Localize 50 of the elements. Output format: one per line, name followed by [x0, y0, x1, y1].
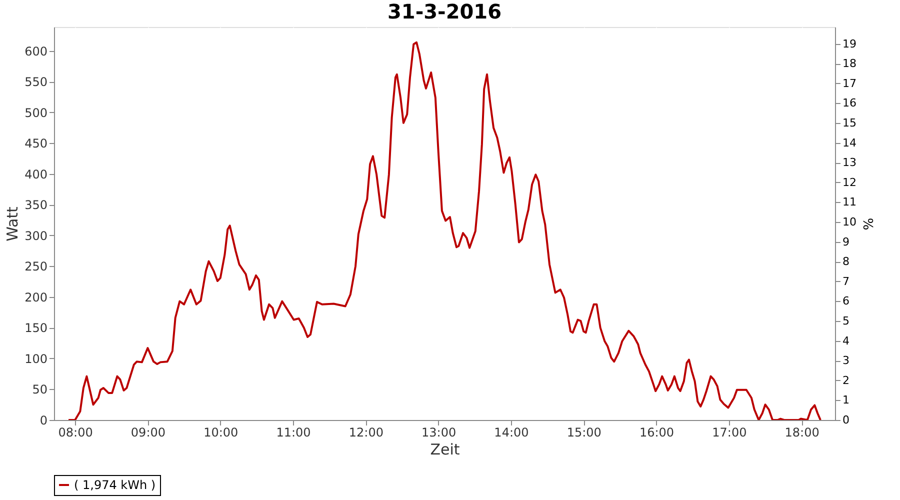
y-tick-label: 450	[24, 136, 48, 151]
y-tick-label: 250	[24, 260, 48, 274]
y-axis-title: Watt	[4, 206, 22, 242]
x-tick-label: 17:00	[712, 426, 747, 440]
y2-axis-title: %	[859, 218, 874, 230]
x-axis-title: Zeit	[430, 440, 460, 458]
y2-tick-label: 9	[842, 235, 850, 248]
x-tick-label: 10:00	[204, 426, 238, 440]
y2-tick-label: 17	[842, 76, 856, 90]
x-tick-label: 09:00	[130, 426, 166, 440]
y2-tick-label: 10	[842, 216, 856, 229]
y-tick-label: 50	[32, 382, 48, 397]
y-tick-label: 600	[24, 44, 48, 58]
y2-tick-label: 8	[842, 255, 850, 268]
y2-tick-label: 5	[842, 314, 850, 328]
y2-tick-label: 13	[842, 156, 856, 170]
y-tick-label: 500	[24, 106, 48, 120]
y2-tick-label: 19	[842, 37, 856, 50]
y2-tick-label: 16	[842, 96, 856, 110]
x-tick-label: 11:00	[276, 426, 311, 440]
y2-tick-label: 1	[842, 394, 850, 407]
y2-tick-label: 14	[842, 136, 856, 150]
y2-tick-label: 18	[842, 57, 856, 70]
y2-tick-label: 11	[842, 196, 856, 209]
y-tick-label: 0	[40, 414, 48, 428]
y2-tick-label: 12	[842, 176, 856, 189]
line-series	[68, 41, 822, 420]
y2-tick-label: 0	[842, 414, 850, 426]
y2-tick-label: 2	[842, 374, 850, 387]
y2-tick-label: 6	[842, 294, 850, 308]
x-tick-label: 14:00	[494, 426, 529, 440]
chart-title: 31-3-2016	[387, 0, 502, 24]
y2-tick-label: 15	[842, 116, 856, 130]
y-tick-label: 350	[24, 198, 48, 212]
y-tick-label: 550	[24, 75, 48, 90]
y2-tick-label: 3	[842, 354, 850, 368]
y-tick-label: 100	[24, 352, 48, 366]
y-tick-label: 150	[24, 321, 48, 336]
x-tick-label: 15:00	[566, 426, 602, 440]
x-tick-label: 18:00	[784, 426, 820, 440]
x-tick-label: 16:00	[639, 426, 674, 440]
x-tick-label: 12:00	[348, 426, 384, 440]
y2-tick-label: 7	[842, 274, 850, 288]
y-tick-label: 200	[24, 290, 48, 304]
y-tick-label: 400	[24, 167, 48, 182]
x-tick-label: 13:00	[422, 426, 456, 440]
x-tick-label: 08:00	[58, 426, 93, 440]
y-tick-label: 300	[24, 228, 48, 243]
legend-label: ( 1,974 kWh )	[74, 478, 156, 492]
y2-tick-label: 4	[842, 334, 850, 348]
